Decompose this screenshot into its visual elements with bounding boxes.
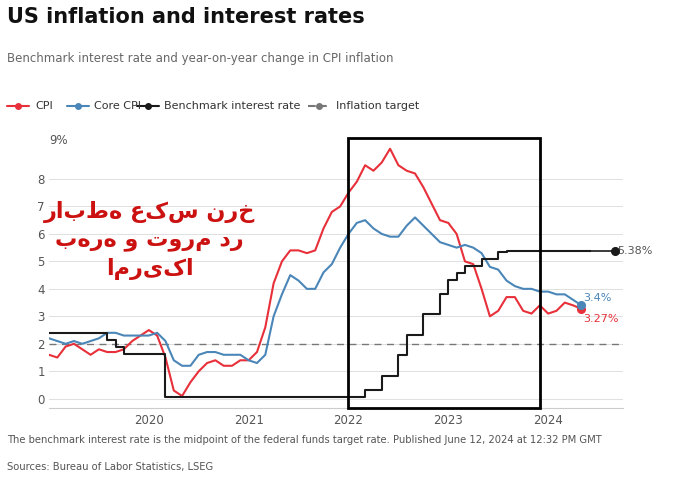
Text: رابطه عکس نرخ
بهره و تورم در
امریکا: رابطه عکس نرخ بهره و تورم در امریکا bbox=[44, 201, 255, 280]
Bar bbox=[349, 138, 540, 408]
Text: 9%: 9% bbox=[49, 134, 68, 148]
Text: CPI: CPI bbox=[35, 101, 52, 111]
Text: 3.4%: 3.4% bbox=[583, 293, 612, 303]
Text: Inflation target: Inflation target bbox=[336, 101, 419, 111]
Text: Core CPI: Core CPI bbox=[94, 101, 141, 111]
Text: 3.27%: 3.27% bbox=[583, 314, 619, 324]
Text: Benchmark interest rate and year-on-year change in CPI inflation: Benchmark interest rate and year-on-year… bbox=[7, 52, 393, 64]
Text: The benchmark interest rate is the midpoint of the federal funds target rate. Pu: The benchmark interest rate is the midpo… bbox=[7, 435, 602, 445]
Text: US inflation and interest rates: US inflation and interest rates bbox=[7, 7, 365, 28]
Text: Sources: Bureau of Labor Statistics, LSEG: Sources: Bureau of Labor Statistics, LSE… bbox=[7, 462, 214, 472]
Text: Benchmark interest rate: Benchmark interest rate bbox=[164, 101, 301, 111]
Text: 5.38%: 5.38% bbox=[617, 246, 652, 256]
